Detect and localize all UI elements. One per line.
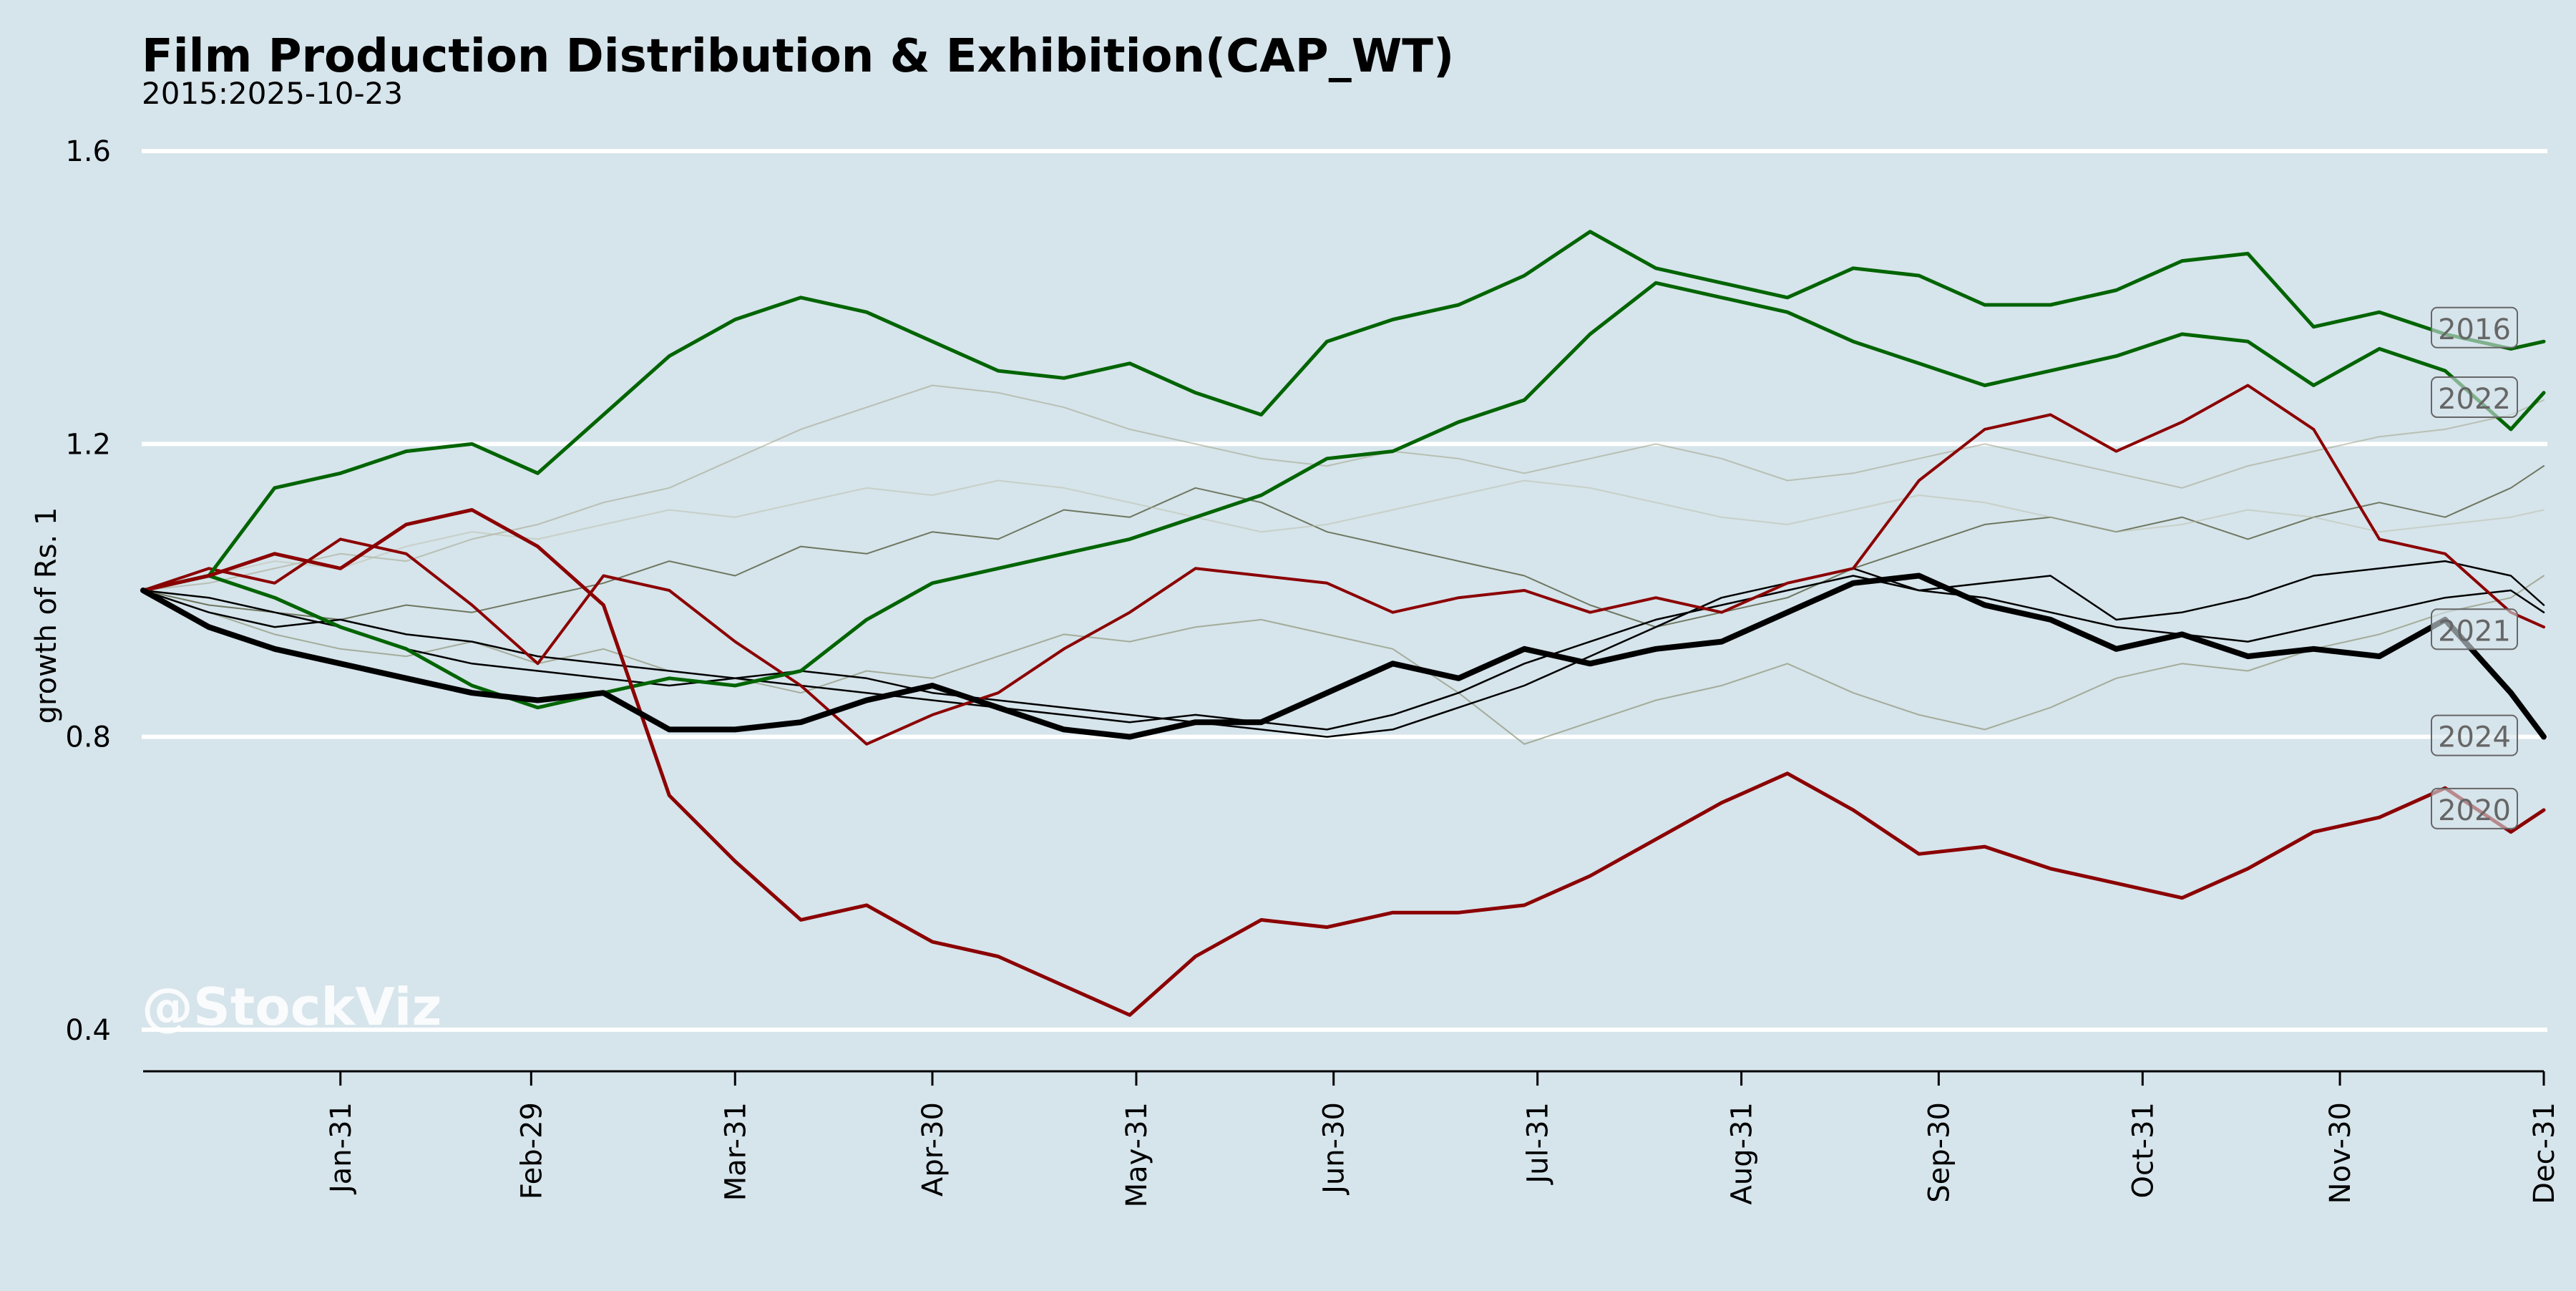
series-layer: [140, 230, 2547, 1017]
chart-title: Film Production Distribution & Exhibitio…: [142, 30, 1454, 83]
series-line-2021: [142, 575, 2545, 731]
y-tick-label: 1.2: [65, 428, 111, 461]
end-label-box: [2431, 376, 2518, 418]
series-line-year-5: [142, 384, 2545, 746]
watermark: @StockViz: [142, 977, 441, 1037]
end-label-2024: 2024: [2438, 721, 2511, 754]
series-line-year-10: [142, 479, 2545, 591]
x-tick-label: Aug-31: [1726, 1102, 1759, 1204]
grid-layer: [142, 149, 2547, 1032]
end-label-2022: 2022: [2438, 383, 2511, 416]
chart-subtitle: 2015:2025-10-23: [142, 76, 403, 111]
x-tick-label: Jun-30: [1318, 1102, 1351, 1196]
x-tick-label: Mar-31: [719, 1102, 752, 1201]
end-label-box: [2431, 306, 2518, 349]
axis-layer: 0.4 0.8 1.2 1.6 Jan-31 Feb-29 Mar-31 Apr-30 May-…: [65, 135, 2561, 1207]
series-line-year-8: [142, 575, 2545, 745]
y-tick-label: 0.8: [65, 721, 111, 754]
end-label-box: [2431, 787, 2518, 829]
x-tick-label: Nov-30: [2324, 1102, 2357, 1204]
x-tick-label: Jul-31: [1522, 1102, 1555, 1186]
end-label-box: [2431, 714, 2518, 756]
y-tick-label: 1.6: [65, 135, 111, 168]
series-line-year-6: [142, 560, 2545, 738]
y-tick-label: 0.4: [65, 1014, 111, 1047]
end-label-box: [2431, 608, 2518, 651]
series-line-year-9: [142, 384, 2545, 591]
x-tick-label: Oct-31: [2127, 1102, 2160, 1199]
x-tick-label: Sep-30: [1923, 1102, 1956, 1203]
series-line-2016: [141, 230, 2546, 593]
x-tick-label: Jan-31: [325, 1102, 358, 1195]
x-tick-label: May-31: [1121, 1102, 1153, 1207]
y-axis-label: growth of Rs. 1: [30, 507, 63, 724]
series-line-year-7: [142, 465, 2545, 628]
series-line-2024: [140, 573, 2547, 740]
series-line-2020: [141, 508, 2546, 1017]
end-label-2016: 2016: [2438, 313, 2511, 346]
x-tick-label: Feb-29: [515, 1102, 548, 1199]
x-tick-label: Apr-30: [917, 1102, 950, 1197]
end-label-2020: 2020: [2438, 794, 2511, 827]
x-tick-label: Dec-31: [2528, 1102, 2561, 1204]
end-label-layer: 2016 2022 2021 2024 2020: [2431, 306, 2518, 829]
end-label-2021: 2021: [2438, 615, 2511, 648]
series-line-2022: [141, 281, 2546, 710]
